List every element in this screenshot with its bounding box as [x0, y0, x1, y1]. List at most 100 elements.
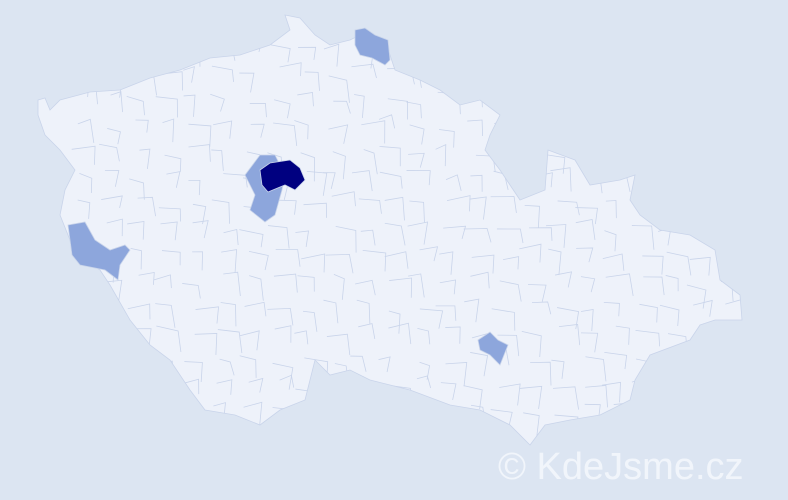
- district-border: [631, 225, 655, 250]
- district-border: [721, 227, 742, 249]
- district-border: [416, 375, 432, 389]
- district-border: [72, 408, 94, 435]
- district-border: [384, 251, 409, 269]
- district-border: [643, 46, 665, 64]
- district-border: [182, 283, 201, 299]
- district-border: [76, 43, 89, 63]
- district-border: [331, 191, 356, 207]
- district-border: [643, 276, 665, 296]
- district-border: [183, 94, 196, 117]
- district-border: [379, 146, 401, 167]
- district-border: [213, 120, 233, 139]
- district-border: [545, 224, 567, 248]
- district-border: [715, 336, 736, 359]
- district-border: [603, 141, 625, 162]
- district-border: [390, 410, 411, 439]
- district-border: [445, 326, 461, 344]
- district-border: [640, 121, 658, 143]
- district-border: [576, 247, 594, 263]
- district-border: [132, 40, 158, 59]
- district-border: [104, 388, 128, 410]
- district-border: [718, 406, 735, 431]
- district-border: [351, 376, 364, 390]
- district-border: [107, 128, 121, 145]
- district-border: [635, 329, 661, 347]
- district-border: [714, 93, 733, 112]
- district-border: [499, 383, 521, 406]
- district-border: [388, 322, 412, 345]
- district-border: [275, 249, 301, 267]
- district-border: [360, 229, 376, 246]
- district-border: [162, 382, 179, 401]
- district-border: [99, 298, 113, 319]
- district-border: [389, 277, 413, 298]
- district-border: [158, 207, 181, 222]
- district-border: [239, 72, 255, 93]
- district-border: [167, 71, 183, 91]
- district-border: [440, 382, 457, 401]
- district-border: [79, 172, 93, 194]
- district-border: [188, 144, 211, 162]
- district-border: [300, 405, 318, 426]
- district-border: [660, 377, 672, 394]
- district-border: [328, 75, 350, 103]
- district-border: [520, 124, 533, 139]
- district-border: [135, 119, 149, 133]
- district-border: [723, 73, 741, 100]
- district-border: [660, 93, 675, 118]
- district-border: [183, 378, 200, 395]
- district-border: [107, 279, 123, 303]
- district-border: [181, 412, 202, 437]
- district-border: [249, 103, 267, 118]
- district-border: [519, 385, 543, 409]
- highlighted-district[interactable]: [354, 27, 391, 66]
- district-border: [417, 327, 431, 345]
- district-border: [436, 411, 452, 434]
- district-border: [127, 303, 151, 320]
- district-border: [165, 48, 180, 70]
- highlighted-district[interactable]: [67, 221, 131, 281]
- district-border: [524, 92, 548, 120]
- district-border: [576, 95, 591, 110]
- highlighted-district[interactable]: [259, 159, 306, 193]
- district-border: [575, 65, 599, 84]
- district-border: [279, 374, 295, 388]
- district-border: [669, 140, 692, 160]
- district-border: [445, 362, 468, 387]
- country-outline[interactable]: [37, 14, 743, 446]
- district-border: [699, 335, 714, 354]
- district-border: [694, 48, 708, 72]
- district-border: [351, 63, 377, 79]
- district-border: [300, 152, 315, 182]
- district-border: [524, 151, 540, 165]
- district-border: [469, 196, 487, 220]
- district-border: [270, 44, 291, 63]
- district-border: [439, 251, 454, 275]
- district-border: [557, 200, 580, 216]
- district-border: [638, 91, 652, 109]
- district-border: [166, 171, 181, 188]
- district-border: [129, 178, 145, 200]
- district-border: [221, 249, 238, 273]
- district-border: [497, 334, 520, 357]
- district-border: [335, 226, 357, 253]
- district-border: [615, 95, 630, 111]
- district-border: [725, 298, 742, 315]
- district-border: [603, 302, 620, 317]
- district-border: [297, 92, 314, 107]
- district-border: [559, 46, 581, 65]
- district-border: [211, 199, 230, 224]
- district-border: [324, 384, 346, 404]
- district-border: [211, 65, 234, 82]
- district-border: [239, 355, 257, 378]
- district-border: [354, 94, 365, 118]
- district-border: [408, 152, 425, 168]
- district-border: [104, 330, 123, 352]
- district-border: [139, 148, 151, 170]
- district-border: [557, 307, 580, 330]
- district-border: [574, 37, 597, 56]
- highlighted-district[interactable]: [477, 331, 509, 366]
- district-border: [558, 125, 580, 153]
- district-border: [304, 357, 329, 375]
